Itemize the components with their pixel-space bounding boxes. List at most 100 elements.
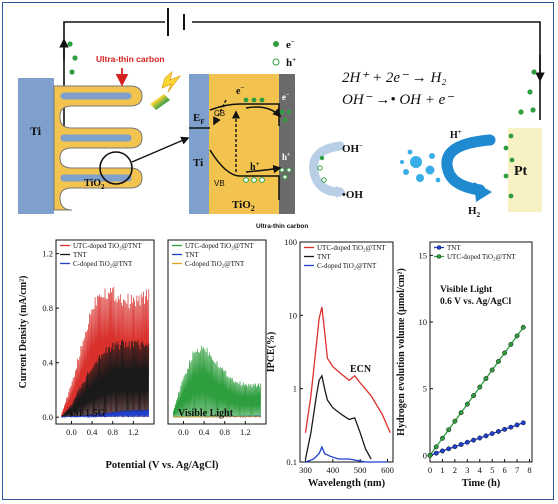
series-2 (60, 409, 150, 419)
ti-label: Ti (30, 124, 42, 138)
chart-annotation: Visible Light (440, 285, 493, 295)
tio2-label-left: TiO2 (84, 178, 105, 191)
ti-substrate (18, 78, 54, 214)
x-tick-label: 0.4 (87, 427, 98, 437)
pt-electrons (503, 133, 515, 199)
x-tick-label: 0 (428, 465, 432, 475)
wire-electrons (67, 41, 537, 115)
y-tick-label: 0.1 (286, 457, 297, 467)
x-tick-label: 600 (381, 465, 394, 475)
data-point (477, 384, 483, 390)
y-tick-label: 10 (419, 317, 428, 327)
data-point (520, 324, 526, 330)
data-point (508, 341, 514, 347)
x-tick-label: 1 (440, 465, 444, 475)
data-point (477, 435, 483, 441)
data-point (458, 442, 464, 447)
legend-hole-label: h+ (286, 56, 296, 69)
series-line (304, 306, 391, 434)
legend-entry: UTC-doped TiO₂@TNT (447, 253, 516, 261)
data-point (427, 452, 433, 458)
oh-minus-label: OH− (342, 142, 363, 155)
series-line (305, 445, 388, 463)
circuit-wire (59, 21, 545, 140)
series-line (429, 422, 524, 456)
reduction-arrow (441, 134, 496, 196)
legend-entry: UTC-doped TiO₂@TNT (73, 242, 142, 250)
chopped-light-trace (60, 339, 150, 418)
legend-entry: UTC-doped TiO₂@TNT (317, 244, 386, 252)
x-tick-label: 8 (527, 465, 531, 475)
bubbles-icon (400, 149, 441, 183)
electron-label: e− (236, 84, 244, 97)
x-tick-label: 3 (465, 465, 469, 475)
ultra-thin-carbon-label: Ultra-thin carbon (96, 54, 164, 64)
equation-oxidation: OH⁻ →• OH + e⁻ (342, 92, 454, 108)
hole-label: h+ (250, 160, 260, 173)
schematic-panel: Ti TiO2 Ultra-thin carbon Ti EF CB VB (18, 8, 545, 230)
data-point (495, 429, 501, 434)
nanotube-array (53, 85, 143, 211)
hole-label-carbon: h+ (282, 152, 291, 162)
y-tick-label: 0.0 (42, 412, 53, 422)
pt-label: Pt (514, 164, 528, 179)
y-axis-label: Hydrogen evolution volume (μmol/cm²) (396, 268, 407, 436)
data-point (483, 376, 489, 381)
x-tick-label: 4 (478, 465, 483, 475)
x-axis-label: Wavelength (nm) (308, 478, 386, 489)
legend-entry: C-doped TiO₂@TNT (185, 260, 245, 268)
legend-hole-dot (272, 58, 280, 66)
data-point (452, 444, 458, 450)
figure-frame (2, 2, 554, 500)
series-line (304, 374, 372, 460)
tio2-zoom-label: TiO2 (232, 199, 255, 213)
chart-current-am15g: 0.0 0.4 0.8 1.2 0.0 0.4 0.8 1.2 UTC-doped TiO₂@T… (18, 239, 155, 437)
data-point (489, 431, 495, 437)
zoom-circle (99, 151, 133, 185)
series-2 (305, 445, 388, 463)
x-tick-label: 500 (354, 465, 367, 475)
chart-ipce: 300 400 500 600 0.1 1 10 100 UTC-doped TiO₂@TNTT… (266, 237, 394, 489)
legend-entry: TNT (317, 253, 331, 261)
x-tick-label: 0.4 (199, 427, 210, 437)
legend-entry: TNT (73, 251, 87, 259)
lightning-icon (161, 70, 182, 93)
chopped-light-trace (172, 345, 262, 418)
chart-current-visible: 0.0 0.4 0.8 1.2 UTC-doped TiO₂@TNTTNTC-doped… (167, 239, 267, 437)
svg-text:TiO2: TiO2 (232, 199, 255, 213)
legend-electron-label: e− (286, 38, 295, 51)
data-point (495, 359, 501, 364)
x-tick-label: 7 (515, 465, 519, 475)
legend-entry: TNT (185, 251, 199, 259)
electron-label-carbon: e− (282, 92, 290, 102)
charge-transfer-arrows (213, 99, 282, 174)
data-point (514, 333, 520, 339)
h2-label: H2 (468, 205, 481, 219)
x-tick-label: 0.8 (107, 427, 118, 437)
y-tick-label: 5 (423, 384, 427, 394)
vb-label: VB (214, 179, 225, 188)
shared-x-axis-label: Potential (V vs. Ag/AgCl) (106, 460, 219, 471)
plot-frame (299, 241, 394, 463)
legend-entry: UTC-doped TiO₂@TNT (185, 242, 254, 250)
valence-band (209, 149, 280, 200)
data-point (433, 444, 439, 450)
data-point (439, 435, 445, 441)
x-tick-label: 6 (503, 465, 507, 475)
ultra-thin-carbon-bottom-label: Ultra-thin carbon (256, 223, 308, 230)
legend-marker (436, 254, 442, 259)
x-axis-label: Time (h) (462, 478, 501, 489)
ti-zoom-layer (189, 74, 209, 214)
ti-zoom-label: Ti (193, 157, 203, 169)
svg-text:EF: EF (193, 112, 205, 126)
data-point (471, 437, 476, 443)
legend-entry: C-doped TiO₂@TNT (73, 260, 133, 268)
x-tick-label: 5 (490, 465, 494, 475)
data-point (452, 418, 458, 424)
zoom-arrow (131, 136, 190, 163)
oxidation-electrons (317, 155, 327, 183)
